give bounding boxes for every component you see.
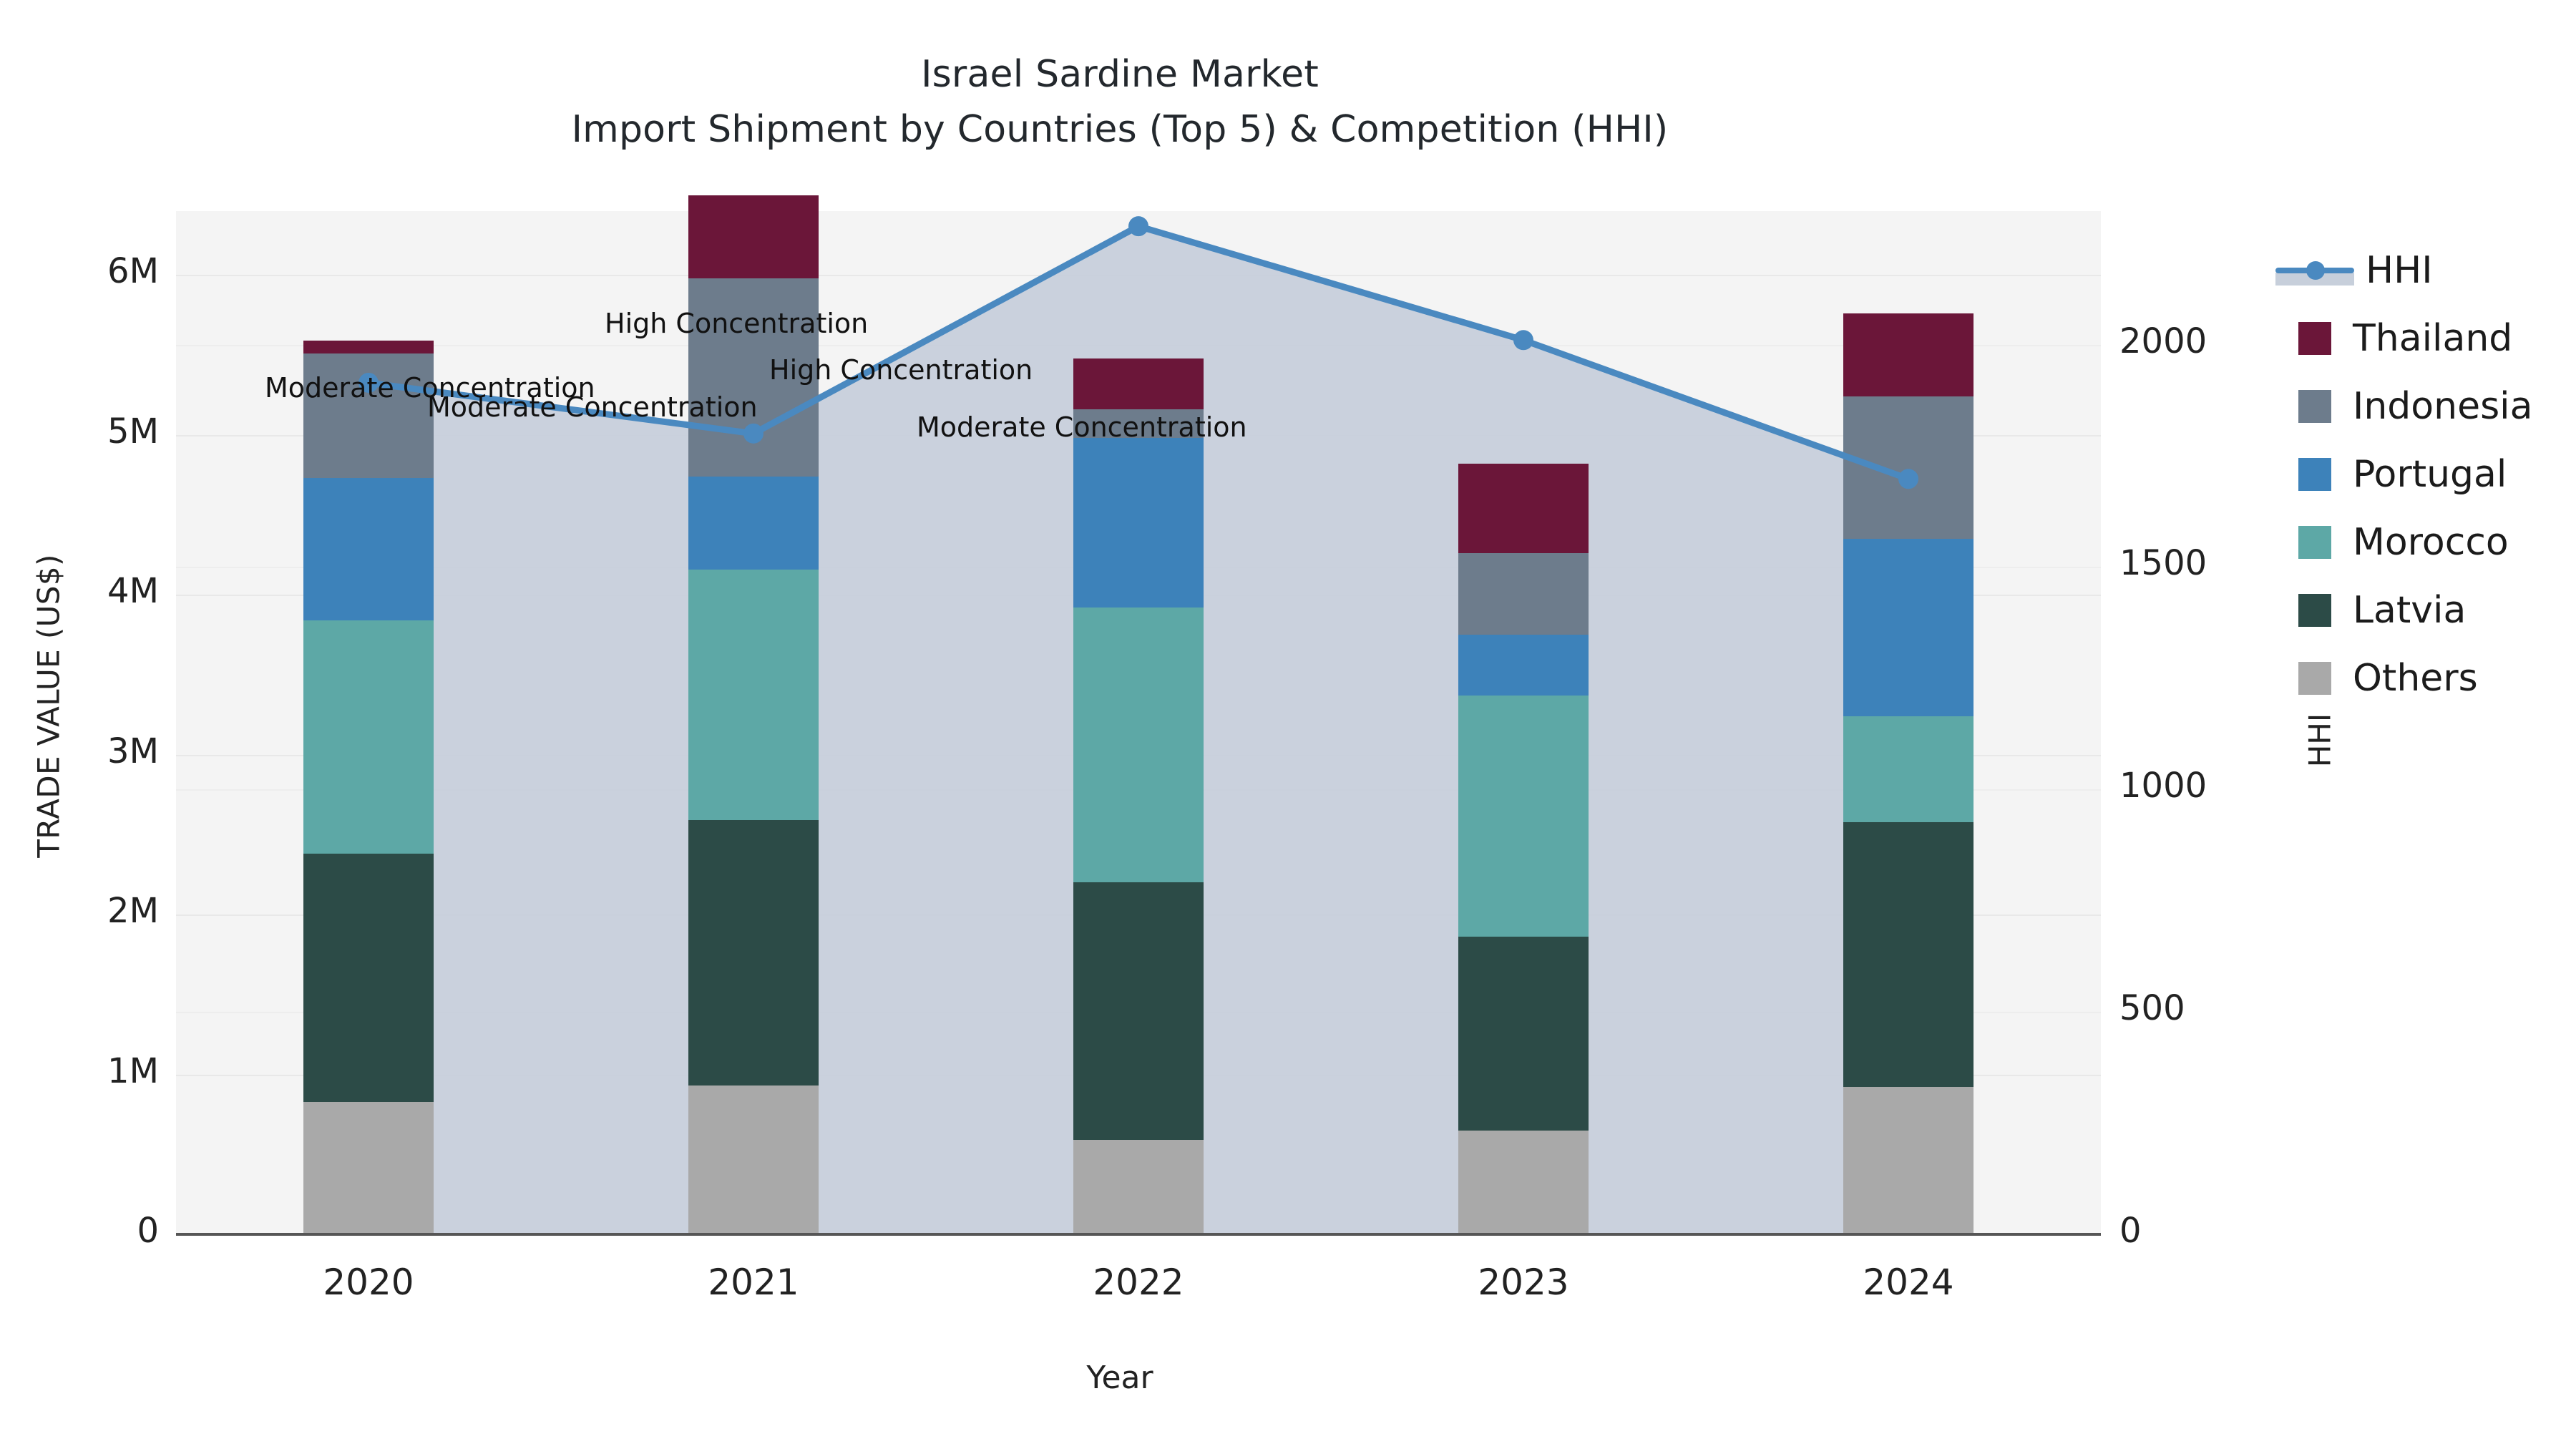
y-axis-left-tick-0: 0 <box>137 1211 159 1251</box>
y-axis-left-title: TRADE VALUE (US$) <box>31 554 67 858</box>
legend-item-latvia[interactable]: Latvia <box>2275 576 2576 644</box>
hhi-line-series <box>176 211 2101 1234</box>
annotation-3: High Concentration <box>769 354 1033 386</box>
bar-segment-latvia-2020[interactable] <box>303 854 434 1102</box>
legend-swatch-others-icon <box>2298 661 2331 695</box>
bar-segment-latvia-2024[interactable] <box>1843 821 1974 1088</box>
chart-title-line-2: Import Shipment by Countries (Top 5) & C… <box>571 108 1669 152</box>
legend-label-others: Others <box>2353 656 2478 700</box>
chart-title-line-1: Israel Sardine Market <box>921 53 1319 96</box>
x-axis-tick-2020: 2020 <box>323 1262 414 1303</box>
legend-label-morocco: Morocco <box>2353 520 2509 564</box>
bar-2022[interactable] <box>1073 211 1204 1234</box>
legend-label-hhi: HHI <box>2366 248 2433 292</box>
legend-label-latvia: Latvia <box>2353 588 2467 632</box>
legend-swatch-latvia-icon <box>2298 593 2331 627</box>
bar-segment-others-2021[interactable] <box>688 1085 819 1234</box>
y-axis-left-tick-3M: 3M <box>107 731 159 771</box>
legend-swatch-portugal-icon <box>2298 457 2331 491</box>
bar-segment-others-2020[interactable] <box>303 1101 434 1234</box>
y-axis-right-tick-500: 500 <box>2119 988 2185 1029</box>
y-axis-right-tick-0: 0 <box>2119 1211 2142 1251</box>
legend-item-others[interactable]: Others <box>2275 644 2576 712</box>
stacked-bars <box>176 195 2101 1234</box>
y-axis-left-tick-2M: 2M <box>107 891 159 932</box>
bar-segment-latvia-2023[interactable] <box>1458 937 1589 1131</box>
legend-swatch-indonesia-icon <box>2298 389 2331 423</box>
legend-item-morocco[interactable]: Morocco <box>2275 508 2576 576</box>
legend-label-indonesia: Indonesia <box>2353 384 2533 428</box>
x-axis-tick-2022: 2022 <box>1093 1262 1184 1303</box>
legend-item-indonesia[interactable]: Indonesia <box>2275 372 2576 440</box>
annotation-1: Moderate Concentration <box>427 391 758 423</box>
bar-segment-morocco-2020[interactable] <box>303 620 434 854</box>
bar-2023[interactable] <box>1458 211 1589 1234</box>
y-axis-left-tick-5M: 5M <box>107 411 159 452</box>
bar-segment-thailand-2024[interactable] <box>1843 313 1974 397</box>
bar-segment-morocco-2021[interactable] <box>688 569 819 821</box>
bar-2024[interactable] <box>1843 211 1974 1234</box>
bar-segment-others-2024[interactable] <box>1843 1087 1974 1234</box>
legend-label-portugal: Portugal <box>2353 452 2507 496</box>
y-axis-left-tick-1M: 1M <box>107 1050 159 1091</box>
annotation-4: Moderate Concentration <box>917 411 1247 443</box>
x-axis-title: Year <box>1086 1360 1153 1396</box>
bar-segment-latvia-2022[interactable] <box>1073 882 1204 1141</box>
legend-item-portugal[interactable]: Portugal <box>2275 440 2576 508</box>
x-axis-tick-2024: 2024 <box>1863 1262 1954 1303</box>
x-axis-tick-2023: 2023 <box>1478 1262 1569 1303</box>
x-axis-tick-2021: 2021 <box>708 1262 799 1303</box>
bar-segment-thailand-2021[interactable] <box>688 195 819 278</box>
bar-segment-latvia-2021[interactable] <box>688 820 819 1086</box>
bar-segment-morocco-2024[interactable] <box>1843 716 1974 822</box>
bar-segment-others-2022[interactable] <box>1073 1140 1204 1234</box>
bar-segment-morocco-2022[interactable] <box>1073 608 1204 883</box>
bar-segment-others-2023[interactable] <box>1458 1130 1589 1234</box>
y-axis-left-tick-4M: 4M <box>107 571 159 612</box>
legend-item-hhi[interactable]: HHI <box>2275 236 2576 304</box>
bar-segment-portugal-2020[interactable] <box>303 478 434 620</box>
x-axis-line <box>176 1233 2101 1236</box>
bar-segment-thailand-2022[interactable] <box>1073 358 1204 410</box>
bar-segment-portugal-2022[interactable] <box>1073 438 1204 608</box>
bar-segment-portugal-2024[interactable] <box>1843 539 1974 717</box>
legend-swatch-morocco-icon <box>2298 525 2331 559</box>
chart-title-block: Israel Sardine Market Import Shipment by… <box>0 53 2240 152</box>
y-axis-right-tick-1000: 1000 <box>2119 766 2207 806</box>
legend-label-thailand: Thailand <box>2353 316 2513 360</box>
bar-segment-portugal-2021[interactable] <box>688 476 819 570</box>
bar-segment-indonesia-2023[interactable] <box>1458 553 1589 635</box>
bar-segment-morocco-2023[interactable] <box>1458 696 1589 937</box>
legend-line-marker-icon <box>2275 254 2354 287</box>
bar-2021[interactable] <box>688 195 819 1234</box>
bar-segment-portugal-2023[interactable] <box>1458 635 1589 696</box>
bar-segment-indonesia-2022[interactable] <box>1073 409 1204 439</box>
bar-segment-thailand-2020[interactable] <box>303 340 434 353</box>
legend: HHI Thailand Indonesia Portugal Morocco Latvi… <box>2275 236 2576 712</box>
y-axis-right-tick-1500: 1500 <box>2119 543 2207 584</box>
annotation-0: Moderate Concentration <box>265 372 595 404</box>
bar-2020[interactable] <box>303 211 434 1234</box>
legend-item-thailand[interactable]: Thailand <box>2275 304 2576 372</box>
y-axis-right-tick-2000: 2000 <box>2119 321 2207 361</box>
annotation-2: High Concentration <box>605 308 869 339</box>
bar-segment-indonesia-2024[interactable] <box>1843 396 1974 540</box>
bar-segment-thailand-2023[interactable] <box>1458 464 1589 554</box>
plot-area <box>176 195 2101 1236</box>
legend-swatch-thailand-icon <box>2298 321 2331 355</box>
y-axis-left-tick-6M: 6M <box>107 251 159 292</box>
